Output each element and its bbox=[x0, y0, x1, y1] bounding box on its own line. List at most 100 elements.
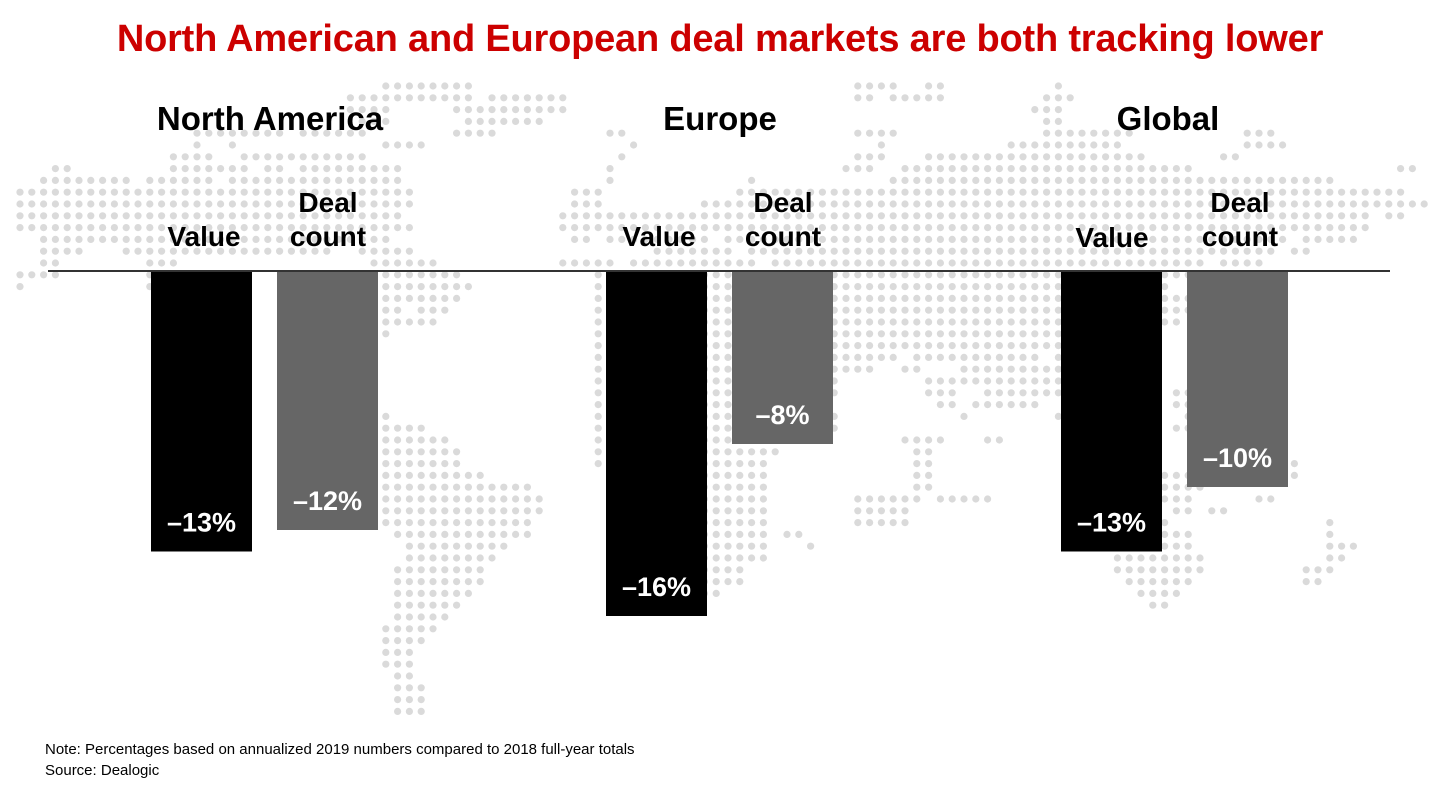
map-dot bbox=[866, 342, 874, 350]
map-dot bbox=[1078, 247, 1086, 255]
map-dot bbox=[913, 271, 921, 279]
map-dot bbox=[1161, 530, 1169, 539]
map-dot bbox=[854, 330, 862, 338]
map-dot bbox=[169, 235, 177, 243]
map-dot bbox=[972, 188, 980, 196]
map-dot bbox=[866, 129, 874, 137]
map-dot bbox=[1054, 306, 1062, 314]
map-dot bbox=[311, 129, 319, 137]
map-dot bbox=[169, 200, 177, 208]
map-dot bbox=[948, 330, 956, 338]
map-dot bbox=[429, 259, 437, 267]
map-dot bbox=[464, 129, 472, 137]
map-dot bbox=[453, 82, 461, 90]
map-dot bbox=[995, 200, 1004, 208]
map-dot bbox=[948, 188, 956, 196]
map-dot bbox=[618, 212, 626, 220]
map-dot bbox=[405, 637, 413, 645]
map-dot bbox=[1172, 271, 1180, 279]
map-dot bbox=[736, 471, 744, 479]
map-dot bbox=[382, 412, 390, 420]
map-dot bbox=[394, 224, 402, 232]
map-dot bbox=[1196, 212, 1204, 220]
map-dot bbox=[63, 212, 71, 220]
map-dot bbox=[1019, 176, 1027, 184]
map-dot bbox=[889, 200, 897, 208]
map-dot bbox=[1043, 283, 1051, 291]
map-dot bbox=[877, 247, 886, 255]
map-dot bbox=[417, 613, 425, 621]
map-dot bbox=[417, 94, 425, 102]
map-dot bbox=[960, 235, 968, 243]
map-dot bbox=[818, 200, 827, 208]
map-dot bbox=[889, 342, 897, 350]
map-dot bbox=[854, 247, 862, 255]
map-dot bbox=[382, 117, 390, 125]
map-dot bbox=[748, 483, 756, 491]
map-dot bbox=[122, 176, 130, 184]
map-dot bbox=[1113, 566, 1121, 574]
map-dot bbox=[960, 176, 968, 184]
map-dot bbox=[158, 247, 166, 255]
map-dot bbox=[193, 176, 201, 184]
map-dot bbox=[913, 212, 921, 220]
map-dot bbox=[689, 235, 697, 243]
map-dot bbox=[866, 200, 874, 208]
map-dot bbox=[759, 483, 768, 491]
map-dot bbox=[1161, 566, 1169, 574]
map-dot bbox=[1007, 259, 1015, 267]
map-dot bbox=[1255, 200, 1263, 208]
map-dot bbox=[1125, 153, 1133, 161]
map-dot bbox=[1397, 188, 1405, 196]
map-dot bbox=[417, 578, 425, 586]
map-dot bbox=[984, 259, 992, 267]
map-dot bbox=[1031, 224, 1039, 232]
map-dot bbox=[441, 589, 449, 598]
map-dot bbox=[1408, 200, 1416, 208]
map-dot bbox=[630, 224, 638, 232]
map-dot bbox=[382, 424, 390, 432]
map-dot bbox=[948, 247, 956, 255]
map-dot bbox=[594, 436, 602, 444]
bar-data-label: –16% bbox=[622, 572, 691, 602]
map-dot bbox=[641, 224, 650, 232]
map-dot bbox=[854, 224, 862, 232]
map-dot bbox=[748, 200, 756, 208]
map-dot bbox=[830, 235, 838, 243]
map-dot bbox=[736, 448, 744, 456]
map-dot bbox=[1137, 589, 1145, 598]
map-dot bbox=[240, 247, 248, 255]
map-dot bbox=[441, 578, 449, 586]
map-dot bbox=[759, 471, 768, 479]
map-dot bbox=[854, 507, 862, 515]
map-dot bbox=[936, 235, 945, 243]
map-dot bbox=[63, 224, 71, 232]
map-dot bbox=[122, 200, 130, 208]
map-dot bbox=[1220, 507, 1228, 515]
map-dot bbox=[1184, 259, 1192, 267]
map-dot bbox=[1043, 271, 1051, 279]
map-dot bbox=[394, 589, 402, 598]
map-dot bbox=[382, 176, 390, 184]
map-dot bbox=[724, 200, 732, 208]
map-dot bbox=[1137, 224, 1145, 232]
map-dot bbox=[724, 412, 732, 420]
map-dot bbox=[995, 259, 1004, 267]
map-dot bbox=[99, 188, 107, 196]
map-dot bbox=[1054, 342, 1062, 350]
map-dot bbox=[193, 141, 201, 149]
map-dot bbox=[535, 94, 543, 102]
map-dot bbox=[122, 224, 130, 232]
map-dot bbox=[925, 165, 933, 173]
map-dot bbox=[146, 259, 154, 267]
map-dot bbox=[40, 224, 48, 232]
map-dot bbox=[1007, 165, 1015, 173]
map-dot bbox=[417, 696, 425, 704]
map-dot bbox=[936, 495, 945, 503]
map-dot bbox=[748, 259, 756, 267]
map-dot bbox=[1054, 129, 1062, 137]
map-dot bbox=[736, 542, 744, 550]
map-dot bbox=[99, 176, 107, 184]
map-dot bbox=[40, 188, 48, 196]
map-dot bbox=[984, 224, 992, 232]
